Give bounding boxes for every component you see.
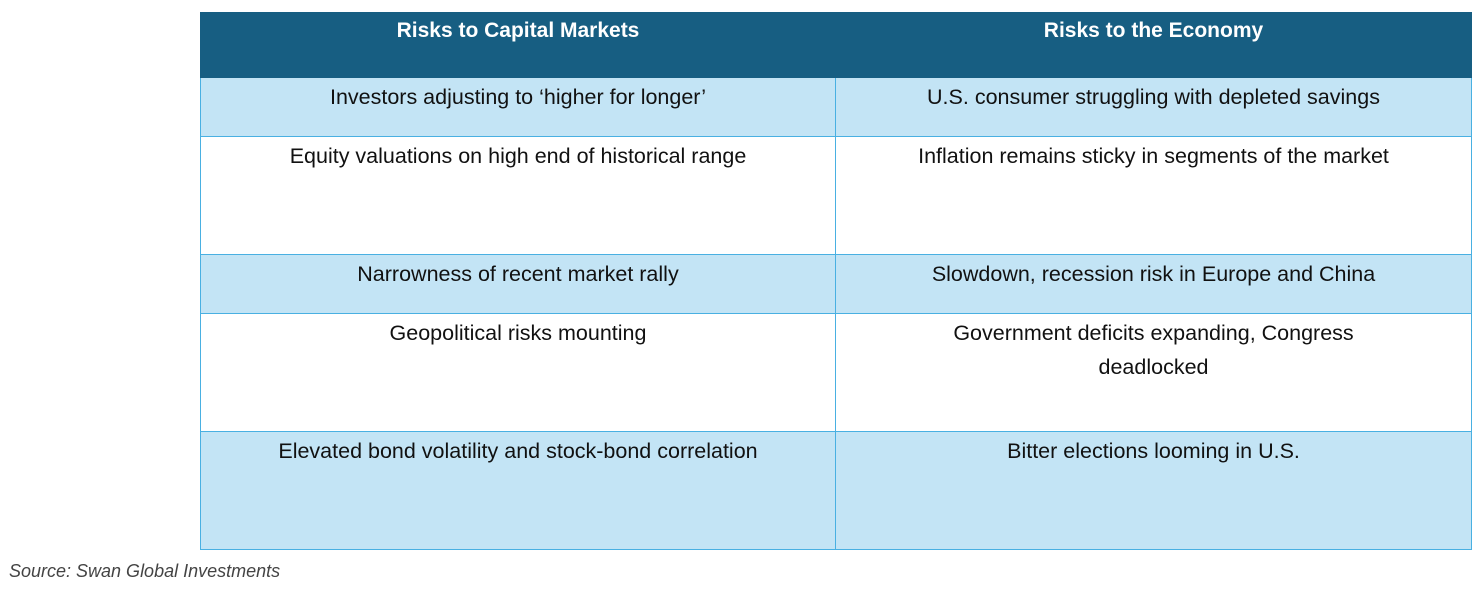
economy-risk-cell: Government deficits expanding, Congress … [835, 313, 1472, 432]
header-economy: Risks to the Economy [835, 12, 1472, 78]
source-note: Source: Swan Global Investments [9, 561, 281, 581]
capital-markets-risk-cell: Geopolitical risks mounting [200, 313, 836, 432]
economy-risk-cell: Bitter elections looming in U.S. [835, 431, 1472, 550]
economy-risk-cell: Slowdown, recession risk in Europe and C… [835, 254, 1472, 314]
risk-table: Risks to Capital Markets Risks to the Ec… [200, 12, 1472, 550]
economy-risk-cell: Inflation remains sticky in segments of … [835, 136, 1472, 255]
table-row: Investors adjusting to ‘higher for longe… [200, 77, 1472, 137]
table-row: Geopolitical risks mounting Government d… [200, 313, 1472, 432]
table-row: Elevated bond volatility and stock-bond … [200, 431, 1472, 550]
capital-markets-risk-cell: Equity valuations on high end of histori… [200, 136, 836, 255]
capital-markets-risk-cell: Narrowness of recent market rally [200, 254, 836, 314]
table-row: Narrowness of recent market rally Slowdo… [200, 254, 1472, 314]
economy-risk-cell: U.S. consumer struggling with depleted s… [835, 77, 1472, 137]
header-row: Risks to Capital Markets Risks to the Ec… [200, 12, 1472, 78]
capital-markets-risk-cell: Elevated bond volatility and stock-bond … [200, 431, 836, 550]
header-capital-markets: Risks to Capital Markets [200, 12, 836, 78]
capital-markets-risk-cell: Investors adjusting to ‘higher for longe… [200, 77, 836, 137]
table-row: Equity valuations on high end of histori… [200, 136, 1472, 255]
